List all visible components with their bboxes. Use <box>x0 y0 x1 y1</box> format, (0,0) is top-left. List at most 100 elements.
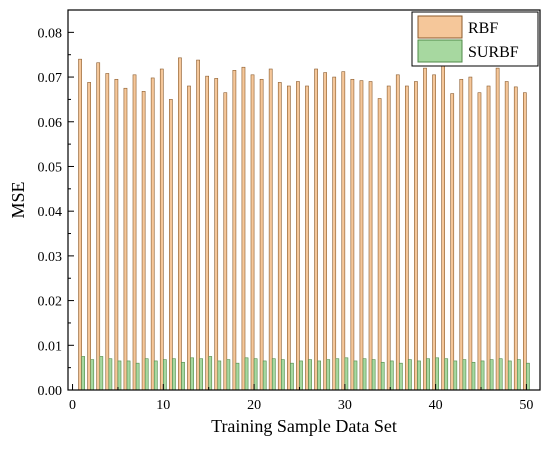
bar-rbf-32 <box>359 80 364 391</box>
bar-surbf-8 <box>144 358 149 391</box>
bar-rbf-48 <box>504 81 509 391</box>
bar-rbf-38 <box>414 81 418 391</box>
bar-surbf-13 <box>190 357 194 391</box>
bar-surbf-23 <box>281 359 285 391</box>
bar-surbf-39 <box>426 358 430 391</box>
bar-surbf-38 <box>417 360 421 391</box>
bar-rbf-21 <box>259 78 264 391</box>
bar-rbf-1 <box>78 58 82 391</box>
bar-rbf-2 <box>87 82 92 391</box>
bar-surbf-9 <box>153 360 158 391</box>
bar-rbf-28 <box>323 72 327 391</box>
bar-surbf-5 <box>117 360 122 391</box>
bar-rbf-49 <box>513 86 518 391</box>
bar-rbf-14 <box>196 59 200 391</box>
bar-surbf-6 <box>126 360 131 391</box>
x-tick-label: 50 <box>519 398 533 413</box>
bar-rbf-31 <box>350 78 355 391</box>
bar-rbf-45 <box>477 92 482 391</box>
legend-swatch-surbf <box>417 39 463 63</box>
bar-rbf-42 <box>450 93 455 391</box>
bar-surbf-4 <box>108 358 113 391</box>
bar-rbf-6 <box>123 87 128 391</box>
x-tick-label: 0 <box>69 398 76 413</box>
bar-surbf-43 <box>462 359 467 391</box>
bar-surbf-16 <box>217 360 222 391</box>
bar-rbf-18 <box>232 70 237 391</box>
bar-rbf-47 <box>495 67 500 391</box>
legend: RBF SURBF <box>411 11 539 67</box>
x-tick-label: 20 <box>247 398 261 413</box>
y-tick-label: 0.02 <box>38 295 63 310</box>
bar-surbf-21 <box>262 360 267 391</box>
bar-surbf-36 <box>399 362 403 391</box>
bar-surbf-17 <box>226 359 231 391</box>
bar-rbf-40 <box>432 74 436 391</box>
bar-rbf-26 <box>305 85 309 391</box>
bar-surbf-14 <box>199 358 204 391</box>
y-tick-label: 0.07 <box>38 71 63 86</box>
bar-rbf-10 <box>159 68 164 391</box>
bar-surbf-15 <box>208 356 213 391</box>
plot-frame <box>67 9 541 391</box>
bar-surbf-42 <box>453 360 458 391</box>
x-tick-label: 10 <box>156 398 170 413</box>
y-tick-label: 0.04 <box>38 205 63 220</box>
bar-surbf-22 <box>271 358 276 391</box>
bar-surbf-26 <box>308 359 312 391</box>
bar-rbf-3 <box>96 62 101 391</box>
bar-surbf-29 <box>335 358 340 391</box>
bar-rbf-8 <box>141 91 146 391</box>
bar-surbf-46 <box>489 359 494 391</box>
bar-rbf-35 <box>386 85 391 391</box>
bar-rbf-44 <box>468 76 473 391</box>
bar-rbf-11 <box>169 99 173 391</box>
bar-surbf-37 <box>408 359 412 391</box>
y-tick-label: 0.08 <box>38 26 63 41</box>
bar-rbf-30 <box>341 71 346 391</box>
bar-rbf-36 <box>395 74 400 391</box>
bar-rbf-12 <box>178 57 182 391</box>
bar-surbf-19 <box>244 357 249 391</box>
bar-rbf-39 <box>423 67 427 391</box>
bar-surbf-41 <box>444 358 449 391</box>
bar-surbf-32 <box>362 358 367 391</box>
bar-rbf-23 <box>277 82 282 391</box>
bar-rbf-46 <box>486 85 491 391</box>
bar-surbf-48 <box>507 360 512 391</box>
bar-rbf-15 <box>205 75 210 391</box>
x-tick-label: 40 <box>429 398 443 413</box>
bar-surbf-24 <box>290 362 294 391</box>
bar-rbf-37 <box>404 85 409 391</box>
bar-surbf-18 <box>235 362 240 391</box>
bar-rbf-29 <box>332 76 337 391</box>
x-axis-title: Training Sample Data Set <box>211 416 397 436</box>
y-tick-label: 0.00 <box>38 384 63 399</box>
bar-rbf-25 <box>296 81 300 391</box>
bar-surbf-27 <box>317 360 322 391</box>
legend-label-surbf: SURBF <box>468 44 519 61</box>
bar-surbf-28 <box>326 359 331 391</box>
y-tick-label: 0.05 <box>38 160 63 175</box>
bar-rbf-7 <box>132 74 137 391</box>
y-axis-title: MSE <box>8 181 28 218</box>
bar-surbf-49 <box>517 359 521 391</box>
bar-rbf-33 <box>368 81 373 391</box>
bar-rbf-13 <box>187 85 191 391</box>
bar-rbf-27 <box>314 68 318 391</box>
y-tick-label: 0.03 <box>38 250 63 265</box>
bar-surbf-25 <box>299 360 303 391</box>
bar-rbf-22 <box>268 68 273 391</box>
bar-rbf-4 <box>105 73 110 391</box>
bar-surbf-34 <box>380 361 385 391</box>
bar-surbf-1 <box>81 356 86 391</box>
bar-rbf-19 <box>241 66 246 391</box>
bar-surbf-33 <box>371 359 376 391</box>
bar-surbf-31 <box>353 360 358 391</box>
bar-surbf-44 <box>471 361 476 391</box>
bar-rbf-17 <box>223 92 228 391</box>
y-tick-label: 0.06 <box>38 116 63 131</box>
legend-label-rbf: RBF <box>468 20 498 37</box>
bar-rbf-34 <box>377 98 382 391</box>
